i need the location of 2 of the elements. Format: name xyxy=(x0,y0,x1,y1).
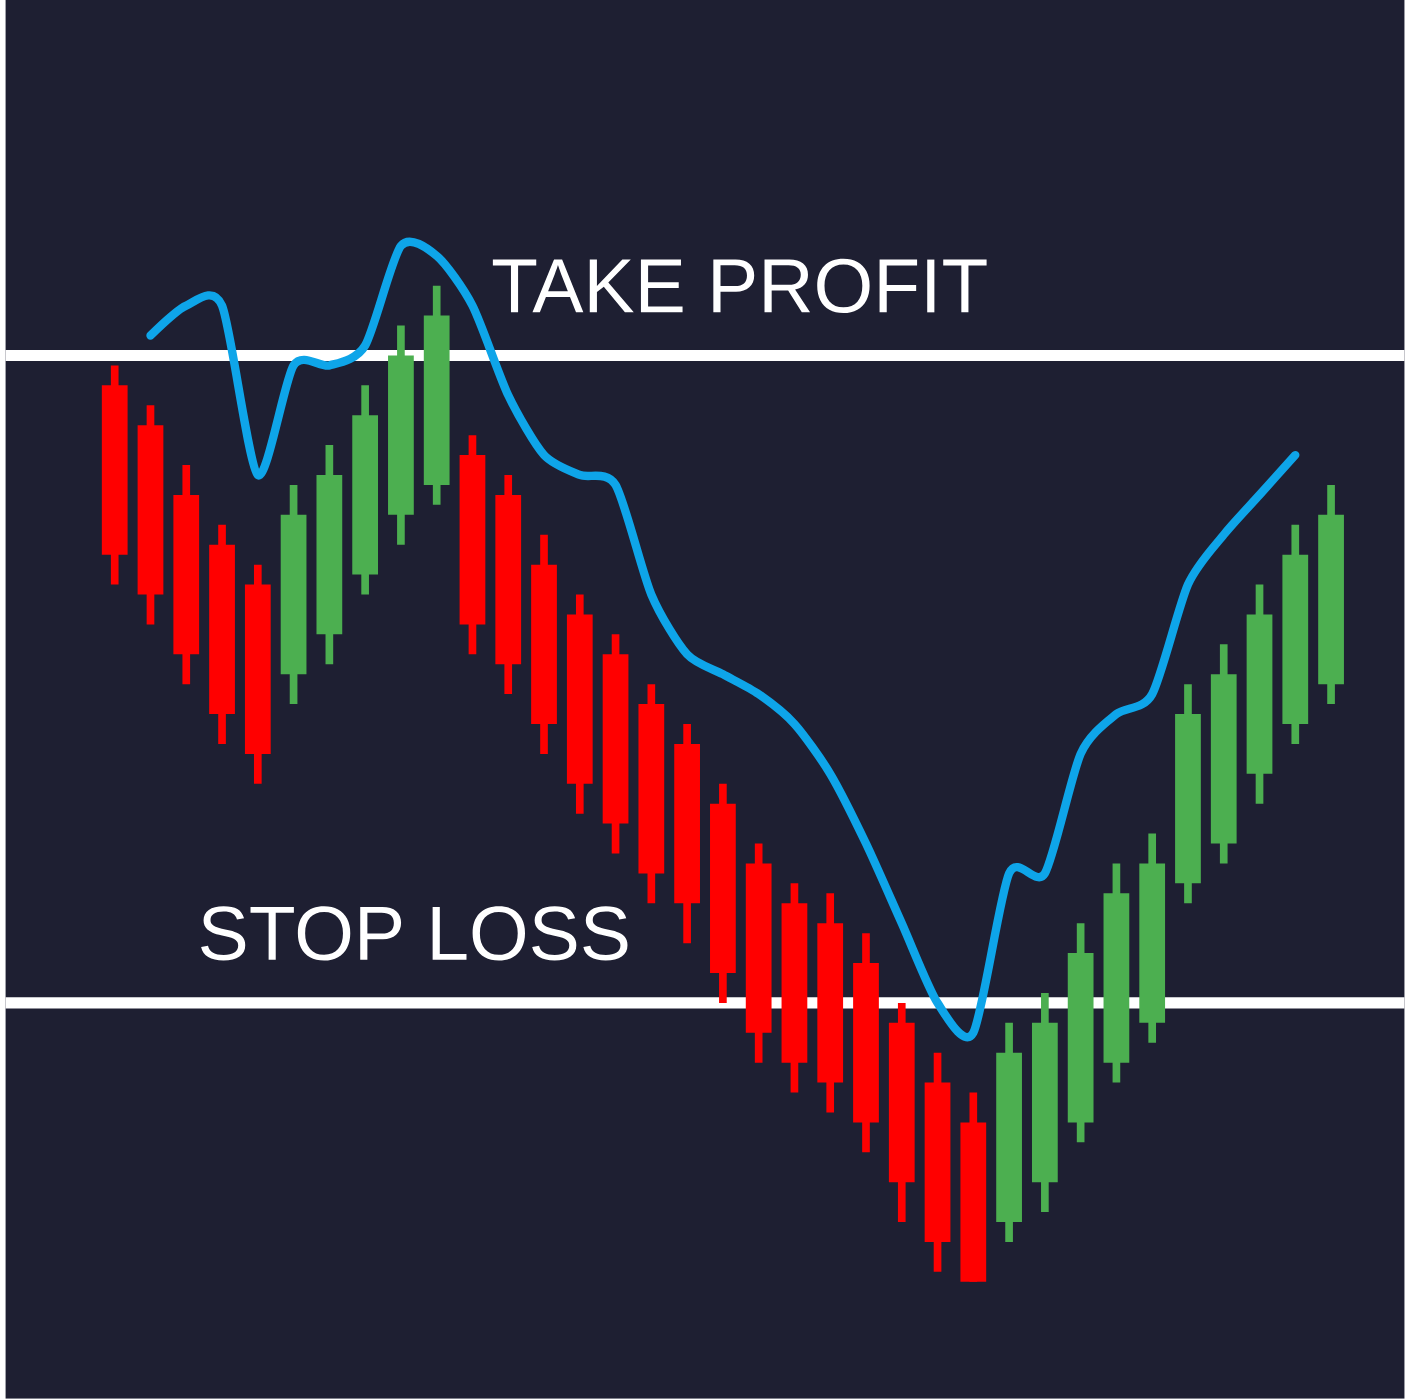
ref-line-label: TAKE PROFIT xyxy=(492,258,987,314)
ref-line-label: STOP LOSS xyxy=(201,906,628,961)
